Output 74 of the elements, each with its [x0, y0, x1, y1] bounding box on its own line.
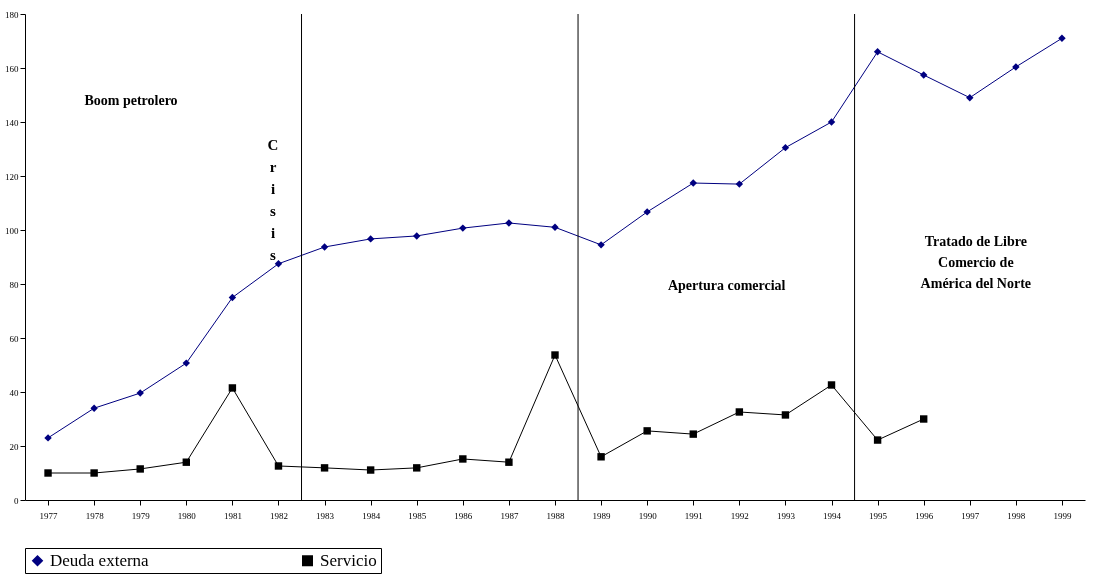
point	[643, 427, 651, 435]
annotation: Boom petrolero	[84, 93, 178, 109]
y-tick-label: 0	[14, 495, 19, 506]
x-tick-label: 1999	[1053, 510, 1072, 521]
point	[320, 464, 329, 472]
point	[505, 458, 513, 466]
point	[413, 464, 421, 472]
point	[827, 118, 836, 126]
x-tick-label: 1992	[730, 510, 749, 521]
annotation: Tratado de Libre Comercio de América del Norte	[920, 234, 1032, 292]
point	[274, 260, 283, 268]
x-tick-label: 1988	[546, 510, 565, 521]
point	[136, 465, 144, 473]
y-tick-label: 180	[5, 9, 19, 20]
point	[735, 180, 744, 188]
y-tick-label: 40	[9, 387, 19, 398]
point	[919, 415, 928, 423]
y-tick-label: 120	[5, 171, 19, 182]
x-tick-label: 1986	[454, 510, 473, 521]
x-tick-label: 1987	[500, 510, 519, 521]
x-tick-label: 1995	[869, 510, 888, 521]
point	[597, 453, 605, 461]
point	[274, 462, 283, 470]
x-tick-label: 1994	[823, 510, 842, 521]
x-tick-label: 1993	[776, 510, 796, 521]
x-tick-label: 1981	[223, 510, 242, 521]
point	[182, 458, 191, 466]
x-tick-label: 1978	[85, 510, 105, 521]
point	[413, 232, 421, 240]
annotation: Apertura comercial	[667, 278, 786, 294]
point	[781, 143, 790, 152]
point	[320, 243, 329, 251]
x-tick-label: 1985	[408, 510, 427, 521]
y-tick-label: 60	[9, 333, 19, 344]
y-tick-label: 20	[9, 441, 19, 452]
point	[873, 48, 882, 56]
x-tick-label: 1991	[684, 510, 703, 521]
annotation: Crisis	[267, 137, 279, 264]
point	[182, 359, 191, 367]
point	[228, 293, 237, 302]
point	[873, 436, 882, 444]
x-tick-label: 1979	[131, 510, 151, 521]
point	[551, 223, 559, 232]
point	[228, 384, 237, 392]
point	[366, 466, 375, 474]
y-tick-label: 140	[5, 117, 19, 128]
x-tick-label: 1989	[592, 510, 612, 521]
x-tick-label: 1998	[1007, 510, 1026, 521]
point	[366, 235, 375, 243]
point	[735, 408, 744, 416]
x-tick-label: 1996	[915, 510, 934, 521]
point	[459, 455, 467, 463]
point	[90, 404, 98, 412]
x-tick-label: 1982	[269, 510, 288, 521]
legend-label: Servicio	[320, 550, 377, 570]
point	[919, 71, 928, 79]
x-tick-label: 1997	[961, 510, 980, 521]
x-tick-label: 1990	[638, 510, 658, 521]
point	[781, 411, 790, 419]
x-tick-label: 1980	[177, 510, 197, 521]
x-tick-label: 1984	[362, 510, 381, 521]
y-tick-label: 80	[9, 279, 19, 290]
point	[827, 381, 836, 389]
legend-label: Deuda externa	[50, 550, 150, 570]
y-tick-label: 160	[5, 63, 19, 74]
point	[689, 430, 697, 438]
point	[1058, 34, 1066, 43]
point	[44, 469, 52, 477]
point	[966, 93, 974, 102]
point	[90, 469, 98, 477]
x-tick-label: 1983	[316, 510, 335, 521]
x-tick-label: 1977	[39, 510, 59, 521]
y-tick-label: 100	[5, 225, 19, 236]
point	[551, 351, 559, 359]
